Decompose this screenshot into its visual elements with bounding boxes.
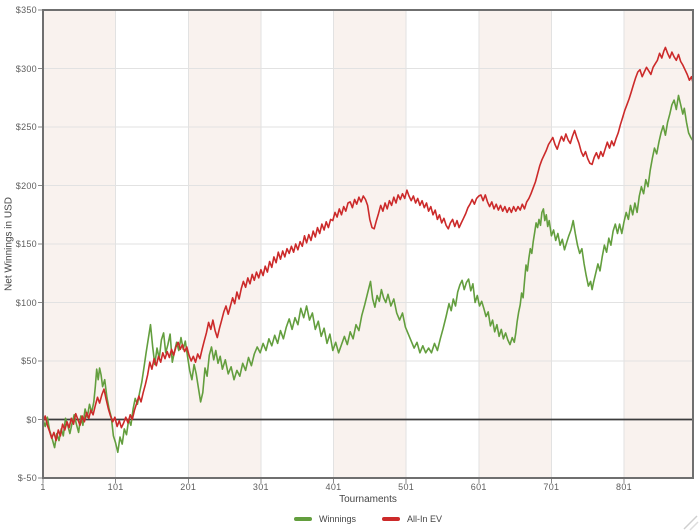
legend-item-winnings[interactable]: Winnings: [293, 514, 356, 524]
y-tick-label: $100: [15, 297, 37, 308]
x-tick-label: 401: [325, 482, 342, 492]
x-tick-label: 1: [40, 482, 46, 492]
x-tick-label: 601: [470, 482, 487, 492]
y-tick-label: $350: [15, 5, 37, 15]
resize-grip[interactable]: [683, 515, 698, 530]
legend-label: Winnings: [318, 514, 356, 524]
legend-swatch-winnings: [293, 517, 312, 521]
x-tick-label: 301: [252, 482, 269, 492]
y-tick-label: $250: [15, 122, 37, 132]
y-axis-title: Net Winnings in USD: [3, 197, 15, 291]
series-line-all-in-ev: [42, 46, 694, 442]
y-tick-label: $150: [15, 239, 37, 249]
resize-grip[interactable]: [689, 521, 699, 531]
legend-label: All-In EV: [407, 514, 443, 524]
x-axis-title: Tournaments: [339, 494, 397, 505]
legend-swatch-all-in-ev: [382, 517, 400, 521]
x-tick-label: 801: [616, 482, 632, 492]
y-tick-label: $50: [21, 356, 37, 366]
x-tick-label: 201: [180, 482, 197, 492]
y-tick-label: $200: [15, 180, 37, 191]
x-tick-label: 701: [543, 482, 560, 492]
y-tick-label: $0: [26, 414, 37, 425]
legend: Winnings All-In EV: [43, 514, 693, 524]
series-line-winnings: [42, 94, 694, 454]
legend-item-all-in-ev[interactable]: All-In EV: [382, 514, 442, 524]
plot-border: [42, 9, 694, 479]
x-tick-label: 101: [107, 482, 124, 492]
x-tick-label: 501: [398, 482, 415, 492]
y-tick-label: $-50: [17, 473, 37, 483]
y-tick-label: $300: [15, 63, 37, 74]
